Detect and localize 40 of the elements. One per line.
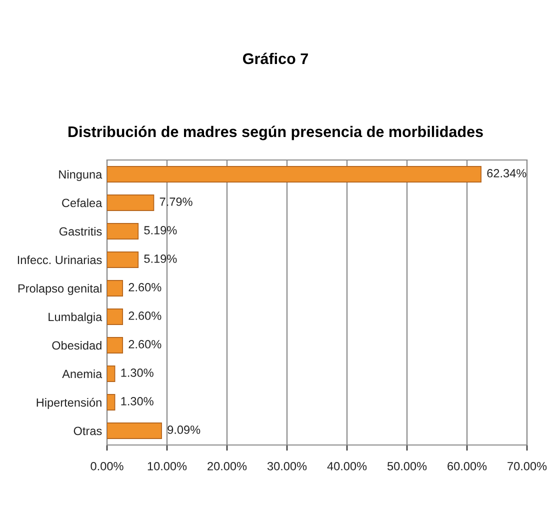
x-tick-label: 0.00% (90, 462, 124, 470)
x-tick-label: 50.00% (387, 462, 427, 470)
data-label: 5.19% (144, 226, 177, 234)
y-tick-label: Prolapso genital (18, 284, 102, 295)
y-tick-label: Infecc. Urinarias (18, 255, 102, 264)
data-label: 2.60% (128, 340, 162, 348)
data-label: 2.60% (128, 312, 162, 320)
bar (107, 194, 154, 212)
y-tick-label: Gastritis (59, 226, 102, 236)
x-tick-label: 40.00% (327, 462, 367, 470)
data-label: 2.60% (128, 283, 162, 292)
y-tick-label: Lumbalgia (48, 312, 102, 324)
bar (107, 308, 124, 326)
y-tick-label: Obesidad (52, 340, 102, 350)
bar (107, 166, 482, 183)
data-label: 1.30% (121, 368, 154, 377)
y-tick-label: Hipertensión (36, 398, 102, 410)
x-tick-label: 30.00% (267, 462, 307, 470)
chart-title: Gráfico 7 (243, 52, 308, 64)
bar (107, 422, 162, 440)
y-tick-label: Anemia (62, 369, 102, 378)
y-tick-label: Cefalea (62, 198, 102, 208)
data-label: 1.30% (121, 397, 154, 406)
bar (107, 394, 116, 411)
bar (107, 336, 124, 354)
chart-subtitle: Distribución de madres según presencia de morbilidades (68, 126, 483, 140)
bar (107, 280, 124, 297)
y-tick-label: Otras (74, 426, 102, 436)
bar (107, 365, 116, 382)
bar (107, 251, 139, 268)
data-label: 62.34% (487, 169, 526, 178)
data-label: 5.19% (144, 254, 177, 263)
data-label: 9.09% (168, 426, 200, 434)
y-tick-label: Ninguna (59, 170, 102, 181)
x-tick-label: 60.00% (448, 462, 487, 470)
x-tick-label: 70.00% (508, 462, 547, 470)
data-label: 7.79% (160, 198, 192, 206)
x-tick-label: 20.00% (208, 462, 247, 470)
x-tick-label: 10.00% (148, 462, 187, 470)
bar (107, 222, 139, 240)
